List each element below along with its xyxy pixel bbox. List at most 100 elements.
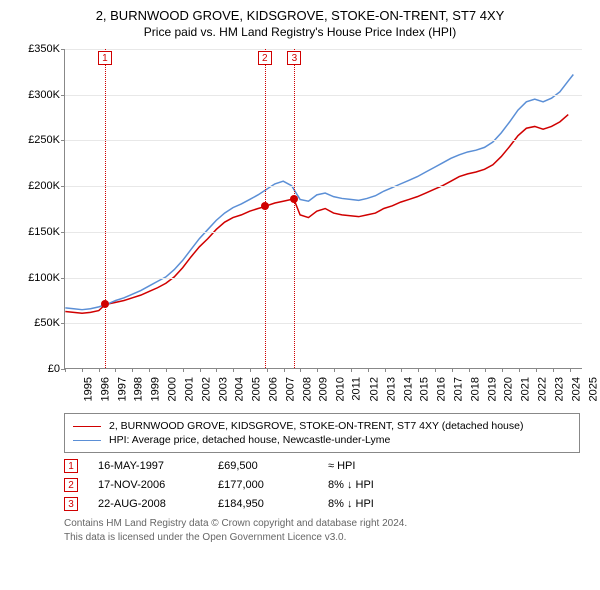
x-tick — [485, 368, 486, 372]
x-axis-label: 1997 — [116, 377, 128, 401]
y-axis-label: £100K — [16, 272, 60, 284]
x-tick — [250, 368, 251, 372]
gridline — [65, 323, 582, 324]
x-axis-label: 2022 — [537, 377, 549, 401]
sales-date: 17-NOV-2006 — [98, 479, 198, 491]
x-tick — [132, 368, 133, 372]
sale-marker-box: 1 — [98, 51, 112, 65]
sale-dot — [290, 195, 298, 203]
x-tick — [351, 368, 352, 372]
x-tick — [317, 368, 318, 372]
x-tick — [233, 368, 234, 372]
y-axis-label: £0 — [16, 363, 60, 375]
x-tick — [65, 368, 66, 372]
x-axis-label: 2010 — [335, 377, 347, 401]
sales-marker: 1 — [64, 459, 78, 473]
sale-dot — [261, 202, 269, 210]
gridline — [65, 140, 582, 141]
y-tick — [61, 232, 65, 233]
chart-subtitle: Price paid vs. HM Land Registry's House … — [8, 25, 592, 39]
x-axis-label: 2004 — [234, 377, 246, 401]
x-tick — [469, 368, 470, 372]
x-tick — [216, 368, 217, 372]
x-tick — [385, 368, 386, 372]
x-axis-label: 2008 — [301, 377, 313, 401]
y-tick — [61, 95, 65, 96]
x-axis-label: 2019 — [486, 377, 498, 401]
x-tick — [284, 368, 285, 372]
gridline — [65, 186, 582, 187]
x-tick — [300, 368, 301, 372]
y-axis-label: £200K — [16, 180, 60, 192]
sales-row: 116-MAY-1997£69,500≈ HPI — [64, 459, 580, 473]
x-tick — [570, 368, 571, 372]
y-axis-label: £250K — [16, 134, 60, 146]
y-axis-label: £50K — [16, 317, 60, 329]
y-tick — [61, 278, 65, 279]
chart-title: 2, BURNWOOD GROVE, KIDSGROVE, STOKE-ON-T… — [8, 8, 592, 23]
x-tick — [183, 368, 184, 372]
sales-price: £69,500 — [218, 460, 308, 472]
plot-region: 123 — [64, 49, 582, 369]
x-tick — [435, 368, 436, 372]
x-axis-label: 1995 — [82, 377, 94, 401]
x-tick — [99, 368, 100, 372]
x-tick — [368, 368, 369, 372]
x-axis-label: 2023 — [553, 377, 565, 401]
x-axis-label: 2024 — [570, 377, 582, 401]
x-axis-label: 2018 — [469, 377, 481, 401]
x-tick — [334, 368, 335, 372]
y-axis-label: £350K — [16, 43, 60, 55]
x-axis-label: 1996 — [99, 377, 111, 401]
y-tick — [61, 49, 65, 50]
sale-dot — [101, 300, 109, 308]
sales-price: £184,950 — [218, 498, 308, 510]
y-axis-label: £300K — [16, 89, 60, 101]
footnote-line: Contains HM Land Registry data © Crown c… — [64, 517, 584, 531]
x-tick — [502, 368, 503, 372]
sales-row: 2 17-NOV-2006 £177,000 8% ↓ HPI — [64, 478, 580, 492]
chart-area: £0£50K£100K£150K£200K£250K£300K£350K 123… — [16, 45, 586, 405]
sale-vline — [294, 49, 295, 368]
x-tick — [519, 368, 520, 372]
x-tick — [267, 368, 268, 372]
x-axis-label: 2006 — [267, 377, 279, 401]
sales-price: £177,000 — [218, 479, 308, 491]
legend-label: HPI: Average price, detached house, Newc… — [109, 434, 390, 446]
legend-row: 2, BURNWOOD GROVE, KIDSGROVE, STOKE-ON-T… — [73, 420, 571, 432]
legend: 2, BURNWOOD GROVE, KIDSGROVE, STOKE-ON-T… — [64, 413, 580, 453]
footnote: Contains HM Land Registry data © Crown c… — [64, 517, 584, 544]
x-tick — [200, 368, 201, 372]
x-axis-label: 2025 — [587, 377, 599, 401]
x-axis-label: 1999 — [150, 377, 162, 401]
sales-marker: 2 — [64, 478, 78, 492]
x-axis-label: 2002 — [200, 377, 212, 401]
x-axis-label: 2005 — [251, 377, 263, 401]
x-axis-label: 2015 — [419, 377, 431, 401]
chart-lines — [65, 49, 582, 368]
sale-marker-box: 2 — [258, 51, 272, 65]
gridline — [65, 278, 582, 279]
x-axis-label: 2009 — [318, 377, 330, 401]
series-hpi — [65, 75, 573, 310]
y-tick — [61, 140, 65, 141]
x-axis-label: 2021 — [520, 377, 532, 401]
sale-vline — [105, 49, 106, 368]
x-axis-label: 2014 — [402, 377, 414, 401]
legend-swatch — [73, 440, 101, 441]
legend-row: HPI: Average price, detached house, Newc… — [73, 434, 571, 446]
x-axis-label: 2016 — [436, 377, 448, 401]
y-tick — [61, 323, 65, 324]
x-axis-label: 2011 — [351, 377, 363, 401]
x-axis-label: 2001 — [183, 377, 195, 401]
sales-date: 22-AUG-2008 — [98, 498, 198, 510]
footnote-line: This data is licensed under the Open Gov… — [64, 531, 584, 545]
y-axis-label: £150K — [16, 226, 60, 238]
gridline — [65, 232, 582, 233]
x-tick — [166, 368, 167, 372]
gridline — [65, 49, 582, 50]
x-axis-label: 2003 — [217, 377, 229, 401]
sales-hpi: 8% ↓ HPI — [328, 479, 418, 491]
x-tick — [418, 368, 419, 372]
sales-marker: 3 — [64, 497, 78, 511]
